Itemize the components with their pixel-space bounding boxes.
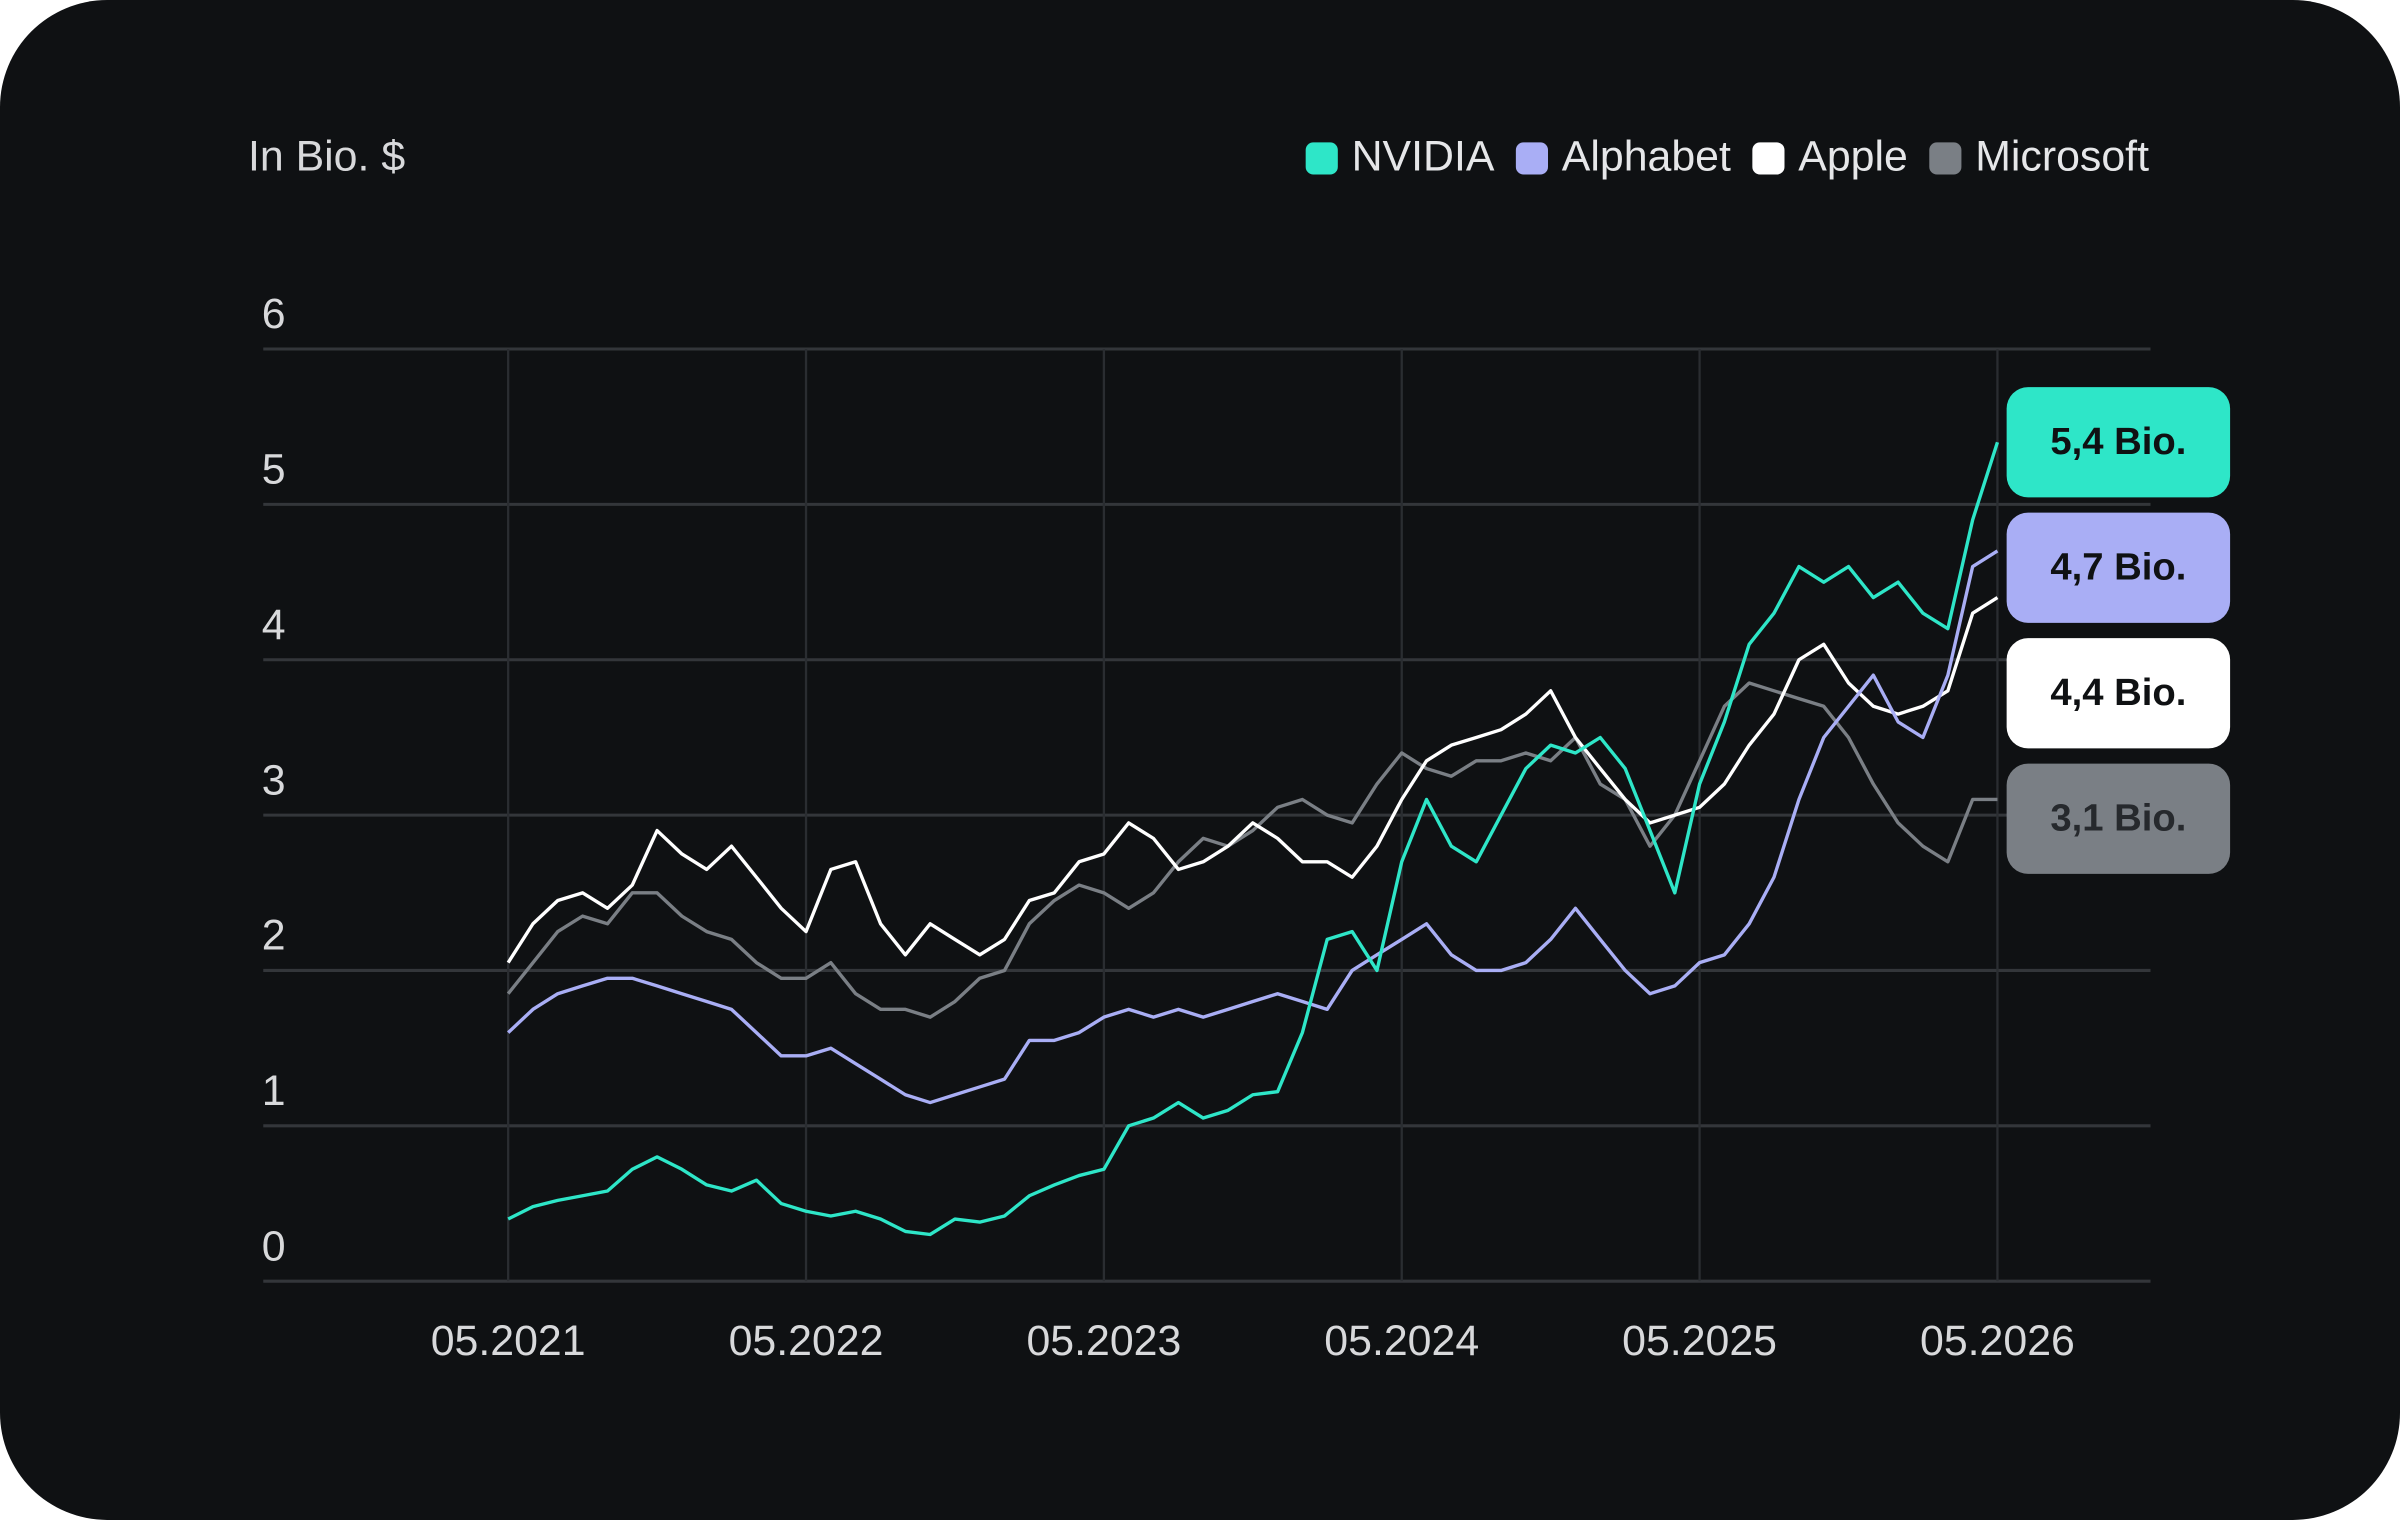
y-axis-label: In Bio. $ [248, 133, 405, 181]
legend-label: NVIDIA [1352, 133, 1495, 181]
legend-swatch [1929, 142, 1962, 175]
legend-label: Microsoft [1975, 133, 2149, 181]
end-value-label: 5,4 Bio. [2050, 420, 2186, 463]
end-value-badge [2006, 512, 2231, 623]
y-tick-label: 4 [262, 601, 286, 649]
end-value-badge [2006, 387, 2231, 498]
series-line [506, 681, 1998, 1019]
series-line [507, 441, 2000, 1237]
x-tick-label: 05.2024 [1324, 1317, 1479, 1365]
y-tick-label: 1 [262, 1067, 286, 1115]
y-tick-label: 5 [262, 446, 286, 494]
series-line [507, 549, 1999, 1105]
y-tick-label: 6 [262, 290, 286, 338]
y-tick-label: 0 [262, 1222, 286, 1270]
x-tick-label: 05.2026 [1920, 1317, 2075, 1365]
y-tick-label: 2 [262, 912, 286, 960]
legend-swatch [1515, 142, 1549, 175]
end-value-badge [2006, 638, 2231, 749]
legend-label: Apple [1798, 133, 1908, 181]
x-tick-label: 05.2023 [1026, 1317, 1181, 1365]
legend-swatch [1752, 142, 1785, 175]
legend-swatch [1305, 142, 1338, 175]
x-tick-label: 05.2021 [431, 1317, 586, 1365]
x-tick-label: 05.2025 [1622, 1317, 1777, 1365]
y-tick-label: 3 [262, 756, 286, 804]
legend-label: Alphabet [1562, 133, 1731, 181]
series-line [506, 596, 1999, 964]
end-value-label: 3,1 Bio. [2050, 796, 2186, 839]
end-value-label: 4,7 Bio. [2050, 545, 2186, 588]
end-value-label: 4,4 Bio. [2050, 671, 2186, 714]
end-value-badge [2006, 763, 2231, 874]
x-tick-label: 05.2022 [729, 1317, 884, 1365]
